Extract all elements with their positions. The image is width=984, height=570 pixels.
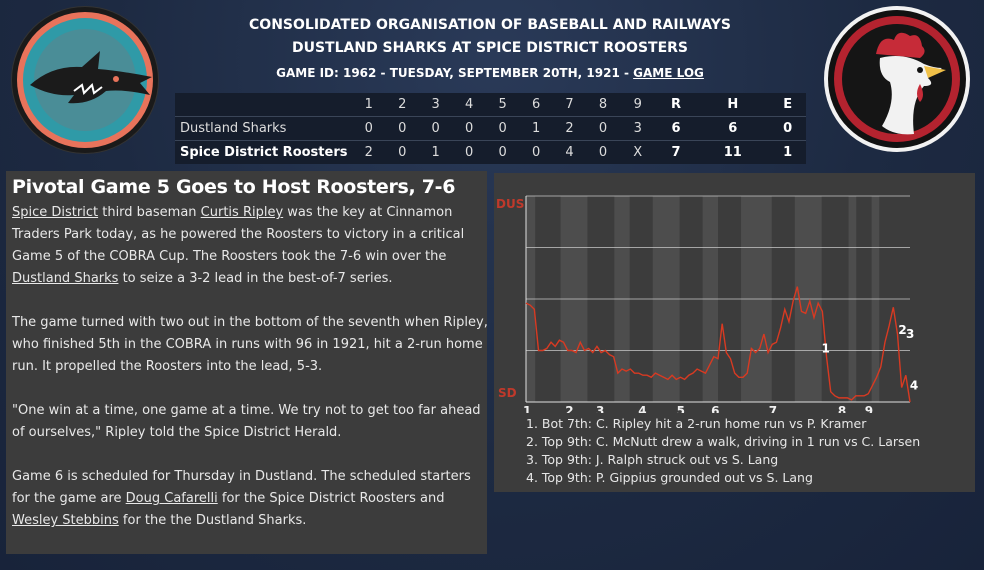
errors-total: 1 xyxy=(769,140,806,164)
inning-tick-label: 7 xyxy=(769,404,777,413)
article-paragraph: "One win at a time, one game at a time. … xyxy=(12,403,481,440)
errors-header: E xyxy=(783,97,793,112)
inning-header: 5 xyxy=(498,97,507,112)
graph-note: 2. Top 9th: C. McNutt drew a walk, drivi… xyxy=(526,434,921,449)
graph-note: 3. Top 9th: J. Ralph struck out vs S. La… xyxy=(526,452,779,467)
play-annotation: 1 xyxy=(822,341,830,355)
table-row: Dustland Sharks 0 0 0 0 0 1 2 0 3 6 6 0 xyxy=(175,116,806,141)
play-annotation: 2 xyxy=(898,323,906,337)
game-log-link[interactable]: GAME LOG xyxy=(633,66,704,80)
inning-tick-label: 3 xyxy=(596,404,604,413)
hits-total: 6 xyxy=(696,116,770,141)
inning-score: X xyxy=(619,140,656,164)
inning-score: 1 xyxy=(418,140,453,164)
article-text: for the the Dustland Sharks. xyxy=(118,513,307,528)
inning-score: 0 xyxy=(586,140,620,164)
rooster-logo-icon[interactable] xyxy=(824,6,970,152)
inning-score: 2 xyxy=(352,140,386,164)
inning-tick-label: 5 xyxy=(677,404,685,413)
inning-score: 0 xyxy=(385,116,419,141)
inning-tick-label: 1 xyxy=(523,404,531,413)
home-team-label: SD xyxy=(498,386,517,400)
game-recap-panel: Pivotal Game 5 Goes to Host Roosters, 7-… xyxy=(6,171,488,554)
inning-header: 6 xyxy=(531,97,541,112)
win-probability-panel: DUS SD 1 2 3 4 5 6 7 8 9 1 2 3 4 1. Bot 7th: C. Ripley… xyxy=(494,173,975,492)
inning-score: 0 xyxy=(485,116,520,141)
matchup-title: DUSTLAND SHARKS AT SPICE DISTRICT ROOSTE… xyxy=(291,40,689,56)
team-name-away[interactable]: Dustland Sharks xyxy=(175,116,352,141)
inning-score: 0 xyxy=(385,140,419,164)
hits-header: H xyxy=(727,97,739,112)
league-title: CONSOLIDATED ORGANISATION OF BASEBALL AN… xyxy=(249,17,731,33)
inning-header: 4 xyxy=(465,97,474,112)
away-team-label: DUS xyxy=(496,197,524,211)
inning-header: 3 xyxy=(431,97,440,112)
inning-score: 3 xyxy=(619,116,656,141)
article-headline: Pivotal Game 5 Goes to Host Roosters, 7-… xyxy=(12,176,456,198)
shark-logo-icon[interactable] xyxy=(12,7,158,153)
inning-score: 2 xyxy=(552,116,587,141)
team-column-header xyxy=(175,93,352,117)
play-annotation: 4 xyxy=(910,379,918,393)
player-link[interactable]: Doug Cafarelli xyxy=(125,491,218,506)
article-text: Game 6 is scheduled for Thursday in Dust… xyxy=(12,469,471,506)
inning-score: 0 xyxy=(452,140,486,164)
inning-score: 1 xyxy=(519,116,553,141)
article-text: was the key at Cinnamon Traders Park tod… xyxy=(12,205,465,264)
inning-tick-label: 8 xyxy=(838,404,846,413)
runs-total: 7 xyxy=(655,140,697,164)
runs-total: 6 xyxy=(655,116,697,141)
graph-note: 1. Bot 7th: C. Ripley hit a 2-run home r… xyxy=(526,416,867,431)
graph-note: 4. Top 9th: P. Gippius grounded out vs S… xyxy=(526,470,813,485)
inning-score: 0 xyxy=(352,116,386,141)
hits-total: 11 xyxy=(696,140,770,164)
article-body: Spice District third baseman Curtis Ripl… xyxy=(12,202,488,554)
inning-header: 7 xyxy=(565,97,574,112)
inning-header: 9 xyxy=(633,97,642,112)
team-link[interactable]: Spice District xyxy=(12,205,99,220)
runs-header: R xyxy=(670,97,681,112)
inning-header: 2 xyxy=(398,97,407,112)
inning-tick-label: 2 xyxy=(565,404,573,413)
article-text: for the Spice District Roosters and xyxy=(217,491,445,506)
article-paragraph: The game turned with two out in the bott… xyxy=(12,315,488,374)
errors-total: 0 xyxy=(769,116,806,141)
inning-tick-label: 6 xyxy=(711,404,719,413)
table-row: Spice District Roosters 2 0 1 0 0 0 4 0 … xyxy=(175,140,806,164)
inning-header: 8 xyxy=(598,97,608,112)
player-link[interactable]: Wesley Stebbins xyxy=(12,513,119,528)
win-probability-line xyxy=(525,286,911,403)
inning-header: 1 xyxy=(364,97,373,112)
article-text: third baseman xyxy=(98,205,201,220)
graph-notes: 1. Bot 7th: C. Ripley hit a 2-run home r… xyxy=(526,415,920,487)
article-paragraph: Spice District third baseman Curtis Ripl… xyxy=(12,202,488,290)
inning-score: 0 xyxy=(485,140,520,164)
inning-score: 0 xyxy=(519,140,553,164)
team-name-home[interactable]: Spice District Roosters xyxy=(175,140,352,164)
inning-tick-label: 4 xyxy=(638,404,646,413)
article-paragraph: Game 6 is scheduled for Thursday in Dust… xyxy=(12,466,488,532)
inning-score: 0 xyxy=(586,116,620,141)
article-text: to seize a 3-2 lead in the best-of-7 ser… xyxy=(118,271,393,286)
game-info-text: GAME ID: 1962 - TUESDAY, SEPTEMBER 20TH,… xyxy=(276,66,634,80)
inning-score: 0 xyxy=(418,116,453,141)
box-score-header: 1 2 3 4 5 6 7 8 9 R H E xyxy=(175,93,806,117)
team-link[interactable]: Dustland Sharks xyxy=(12,271,119,286)
box-score-table: 1 2 3 4 5 6 7 8 9 R H E Dustland Sharks … xyxy=(175,93,806,164)
game-info: GAME ID: 1962 - TUESDAY, SEPTEMBER 20TH,… xyxy=(180,66,800,80)
inning-tick-label: 9 xyxy=(865,404,873,413)
inning-score: 4 xyxy=(552,140,587,164)
play-annotation: 3 xyxy=(906,327,914,341)
inning-score: 0 xyxy=(452,116,486,141)
player-link[interactable]: Curtis Ripley xyxy=(200,205,284,220)
